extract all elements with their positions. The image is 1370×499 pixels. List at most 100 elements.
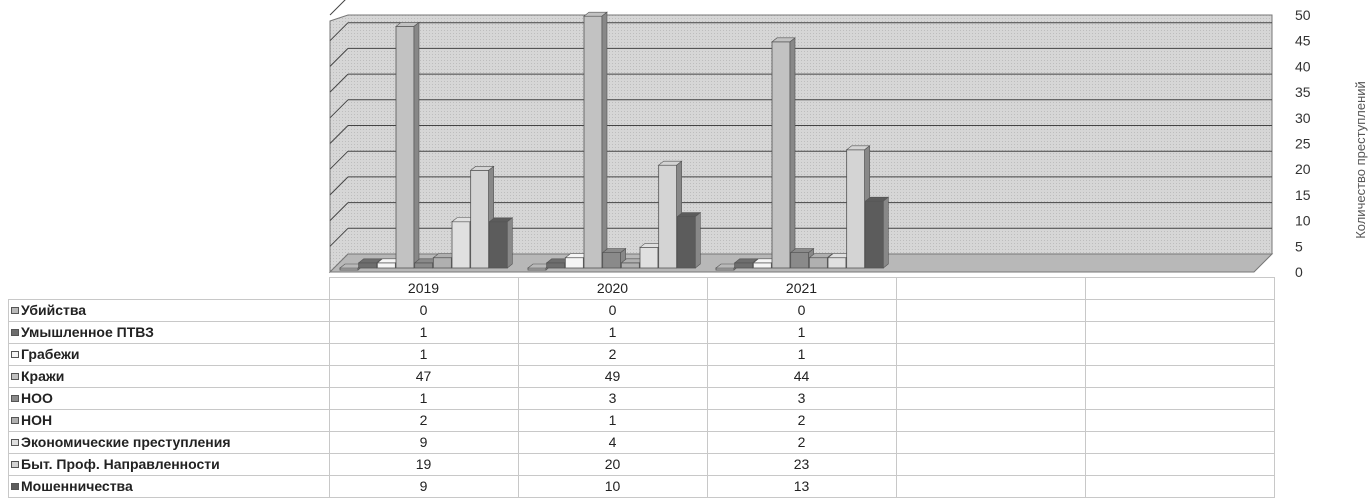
data-cell: 3 <box>706 387 897 410</box>
bar-face <box>488 221 508 269</box>
series-label: НОО <box>8 387 330 410</box>
table-row: НОО 1 3 3 <box>8 387 1275 410</box>
empty-cell <box>1084 431 1275 454</box>
empty-cell <box>1084 387 1275 410</box>
bar-face <box>846 149 866 269</box>
legend-swatch <box>11 483 19 490</box>
series-name: Убийства <box>21 302 87 318</box>
bar-side <box>883 196 889 269</box>
gridline-side <box>329 227 349 247</box>
series-name: НОО <box>21 390 53 406</box>
series-label: Умышленное ПТВЗ <box>8 321 330 344</box>
data-cell: 20 <box>517 453 708 476</box>
table-body: Убийства 0 0 0 Умышленное ПТВЗ 1 1 1 Грабежи 1 2 1 К… <box>8 299 1275 498</box>
bar-face <box>358 262 378 269</box>
column-header-2020: 2020 <box>517 277 708 300</box>
column-header-2021: 2021 <box>706 277 897 300</box>
gridline-side <box>329 125 349 144</box>
empty-cell <box>895 475 1086 498</box>
bar <box>601 247 627 269</box>
data-cell: 9 <box>328 431 519 454</box>
bar-face <box>827 257 847 269</box>
bars <box>339 11 890 271</box>
y-tick-label: 0 <box>1295 264 1303 280</box>
series-name: Экономические преступления <box>21 434 231 450</box>
gridline-side <box>329 202 349 221</box>
gridline-side <box>329 22 349 42</box>
empty-cell <box>1084 321 1275 344</box>
series-name: Грабежи <box>21 346 80 362</box>
table-corner <box>8 277 330 300</box>
legend-swatch <box>11 395 19 402</box>
gridline-side <box>329 99 349 119</box>
column-header-empty-2 <box>1084 277 1275 300</box>
data-cell: 1 <box>328 343 519 366</box>
empty-cell <box>1084 343 1275 366</box>
legend-swatch <box>11 461 19 468</box>
bar-side <box>601 11 608 269</box>
data-cell: 47 <box>328 365 519 388</box>
empty-cell <box>895 343 1086 366</box>
bar-face <box>658 164 678 269</box>
empty-cell <box>895 299 1086 322</box>
legend-swatch <box>11 329 19 336</box>
legend-swatch <box>11 439 19 446</box>
empty-cell <box>1084 453 1275 476</box>
y-tick-label: 25 <box>1295 136 1311 152</box>
gridline-side <box>329 0 346 16</box>
data-cell: 2 <box>328 409 519 432</box>
y-axis-title: Количество преступлений <box>1353 81 1368 239</box>
gridline-side <box>329 150 349 170</box>
data-cell: 2 <box>706 409 897 432</box>
bar-face <box>414 262 434 269</box>
y-tick-label: 45 <box>1295 33 1311 49</box>
gridline-side <box>329 73 349 93</box>
bar <box>771 37 796 269</box>
data-cell: 1 <box>517 409 708 432</box>
data-cell: 4 <box>517 431 708 454</box>
table-row: Быт. Проф. Направленности 19 20 23 <box>8 453 1275 476</box>
bar-face <box>808 257 828 269</box>
data-cell: 10 <box>517 475 708 498</box>
y-tick-label: 40 <box>1295 58 1311 74</box>
data-cell: 2 <box>706 431 897 454</box>
empty-cell <box>895 321 1086 344</box>
column-header-empty-1 <box>895 277 1086 300</box>
empty-cell <box>1084 409 1275 432</box>
gridline-side <box>329 176 349 196</box>
data-cell: 49 <box>517 365 708 388</box>
series-name: НОН <box>21 412 53 428</box>
table-header-row: 2019 2020 2021 <box>8 277 1275 300</box>
bar <box>864 196 890 269</box>
bar-side <box>413 21 420 269</box>
empty-cell <box>895 453 1086 476</box>
data-table: 2019 2020 2021 Убийства 0 0 0 Умышленное ПТВ… <box>8 277 1275 498</box>
bar-face <box>432 257 452 269</box>
column-header-2019: 2019 <box>328 277 519 300</box>
series-label: Кражи <box>8 365 330 388</box>
table-row: НОН 2 1 2 <box>8 409 1275 432</box>
y-tick-label: 15 <box>1295 187 1311 203</box>
bar-face <box>376 262 396 269</box>
data-cell: 2 <box>517 343 708 366</box>
data-cell: 3 <box>517 387 708 410</box>
gridline-side <box>329 48 349 67</box>
legend-swatch <box>11 373 19 380</box>
bar-chart: 0 5 10 15 20 25 30 35 40 45 50 Количество преступл… <box>328 0 1368 280</box>
data-cell: 1 <box>517 321 708 344</box>
bar-face <box>564 257 584 269</box>
legend-swatch <box>11 307 19 314</box>
bar-face <box>395 26 415 269</box>
bar-side <box>695 211 701 269</box>
bar <box>583 11 608 269</box>
y-tick-label: 10 <box>1295 213 1311 229</box>
series-label: Грабежи <box>8 343 330 366</box>
bar-face <box>602 252 622 269</box>
empty-cell <box>895 409 1086 432</box>
y-tick-label: 20 <box>1295 161 1311 177</box>
table-row: Мошенничества 9 10 13 <box>8 475 1275 498</box>
y-tick-label: 35 <box>1295 84 1311 100</box>
series-label: Быт. Проф. Направленности <box>8 453 330 476</box>
bar <box>395 21 420 269</box>
empty-cell <box>1084 299 1275 322</box>
